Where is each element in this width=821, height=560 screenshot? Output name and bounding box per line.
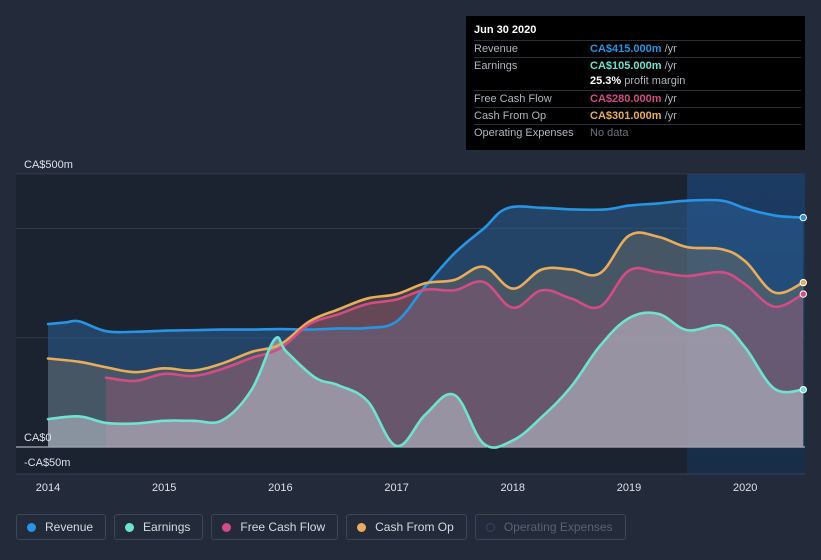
earnings-end-marker <box>799 385 807 394</box>
tooltip-label: Revenue <box>474 43 519 55</box>
earnings-line <box>46 311 805 449</box>
legend-item-cash-from-op[interactable]: Cash From Op <box>346 514 467 540</box>
cash-from-op-dot-icon <box>357 522 367 532</box>
y-tick-label: CA$0 <box>24 432 52 444</box>
revenue-dot-icon <box>27 522 36 532</box>
legend-item-free-cash-flow[interactable]: Free Cash Flow <box>211 514 339 540</box>
tooltip-value: No data <box>590 127 629 139</box>
tooltip-label: Earnings <box>474 60 518 72</box>
cash-from-op-line <box>46 231 805 374</box>
tooltip: Jun 30 2020 Revenue CA$415.000m /yr Earn… <box>466 16 805 150</box>
tooltip-unit: /yr <box>664 60 677 72</box>
free-cash-flow-line <box>104 266 805 383</box>
legend-label: Cash From Op <box>375 520 454 534</box>
legend-label: Free Cash Flow <box>240 520 326 534</box>
revenue-line <box>46 198 805 334</box>
tooltip-row-operating-expenses: Operating Expenses No data <box>474 124 801 141</box>
x-tick-label: 2020 <box>733 482 757 494</box>
legend: Revenue Earnings Free Cash Flow Cash Fro… <box>16 514 626 542</box>
y-tick-label: -CA$50m <box>24 457 70 469</box>
tooltip-value: CA$105.000m <box>590 60 662 72</box>
y-tick-label: CA$500m <box>24 159 73 171</box>
earnings-dot-icon <box>125 522 135 532</box>
tooltip-label: Operating Expenses <box>474 127 574 139</box>
tooltip-value: CA$301.000m <box>590 110 662 122</box>
tooltip-unit: /yr <box>664 43 677 55</box>
earnings-area <box>48 312 804 448</box>
legend-label: Earnings <box>143 520 191 534</box>
operating-expenses-dot-icon <box>485 522 495 532</box>
legend-label: Revenue <box>45 520 94 534</box>
x-tick-label: 2017 <box>384 482 408 494</box>
cash-from-op-end-marker <box>799 278 807 287</box>
legend-item-revenue[interactable]: Revenue <box>16 514 107 540</box>
tooltip-label: Free Cash Flow <box>474 93 552 105</box>
legend-label: Operating Expenses <box>503 520 613 534</box>
tooltip-unit: /yr <box>664 110 677 122</box>
tooltip-unit: /yr <box>664 93 677 105</box>
x-tick-label: 2019 <box>617 482 641 494</box>
tooltip-unit: profit margin <box>624 75 686 87</box>
free-cash-flow-end-marker <box>799 290 807 298</box>
legend-item-operating-expenses[interactable]: Operating Expenses <box>474 514 626 540</box>
tooltip-row-margin: 25.3% profit margin <box>474 73 801 89</box>
x-tick-label: 2015 <box>152 482 176 494</box>
x-tick-label: 2018 <box>501 482 525 494</box>
x-tick-label: 2016 <box>268 482 292 494</box>
x-tick-label: 2014 <box>36 482 60 494</box>
tooltip-row-free-cash-flow: Free Cash Flow CA$280.000m /yr <box>474 90 801 107</box>
legend-item-earnings[interactable]: Earnings <box>114 514 204 540</box>
tooltip-label: Cash From Op <box>474 110 547 122</box>
free-cash-flow-dot-icon <box>222 522 232 532</box>
revenue-end-marker <box>799 213 807 222</box>
tooltip-date: Jun 30 2020 <box>474 24 537 36</box>
tooltip-value: 25.3% <box>590 75 622 87</box>
tooltip-row-earnings: Earnings CA$105.000m /yr <box>474 57 801 74</box>
tooltip-row-cash-from-op: Cash From Op CA$301.000m /yr <box>474 107 801 124</box>
tooltip-value: CA$280.000m <box>590 93 662 105</box>
tooltip-value: CA$415.000m <box>590 43 662 55</box>
tooltip-row-revenue: Revenue CA$415.000m /yr <box>474 40 801 57</box>
